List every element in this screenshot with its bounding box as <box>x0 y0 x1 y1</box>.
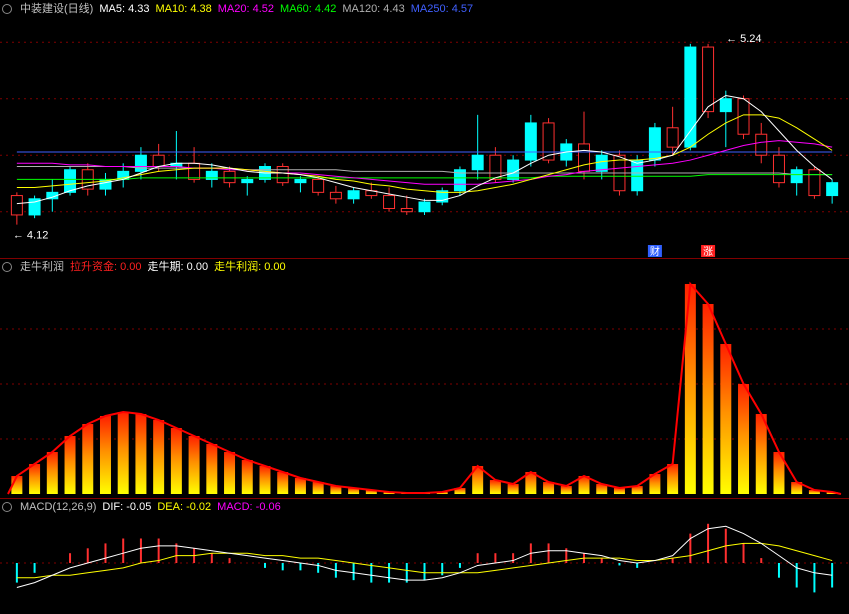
expand-icon[interactable] <box>2 262 12 272</box>
dea-label: DEA: -0.02 <box>157 500 211 514</box>
svg-text:涨: 涨 <box>703 246 713 258</box>
vol-l3: 走牛利润: 0.00 <box>214 260 286 274</box>
volume-chart[interactable] <box>0 258 849 498</box>
macd-chart[interactable] <box>0 498 849 614</box>
macd-title: MACD(12,26,9) <box>20 500 96 514</box>
ma60-label: MA60: 4.42 <box>280 2 336 16</box>
svg-text:财: 财 <box>650 245 660 258</box>
dif-label: DIF: -0.05 <box>102 500 151 514</box>
ma250-label: MA250: 4.57 <box>411 2 473 16</box>
volume-header: 走牛利润 拉升资金: 0.00 走牛期: 0.00 走牛利润: 0.00 <box>2 260 286 274</box>
macd-label: MACD: -0.06 <box>217 500 281 514</box>
ma20-label: MA20: 4.52 <box>218 2 274 16</box>
vol-l1: 拉升资金: 0.00 <box>70 260 142 274</box>
candle-chart[interactable]: ← 5.24 ← 4.12 财 涨 <box>0 0 849 258</box>
stock-title: 中装建设(日线) <box>20 2 93 16</box>
candle-header: 中装建设(日线) MA5: 4.33 MA10: 4.38 MA20: 4.52… <box>2 2 473 16</box>
ma5-label: MA5: 4.33 <box>99 2 149 16</box>
vol-title: 走牛利润 <box>20 260 64 274</box>
expand-icon[interactable] <box>2 502 12 512</box>
vol-l2: 走牛期: 0.00 <box>148 260 209 274</box>
expand-icon[interactable] <box>2 4 12 14</box>
ma10-label: MA10: 4.38 <box>155 2 211 16</box>
svg-text:← 4.12: ← 4.12 <box>13 230 48 242</box>
macd-header: MACD(12,26,9) DIF: -0.05 DEA: -0.02 MACD… <box>2 500 281 514</box>
svg-text:← 5.24: ← 5.24 <box>726 33 761 45</box>
ma120-label: MA120: 4.43 <box>342 2 404 16</box>
